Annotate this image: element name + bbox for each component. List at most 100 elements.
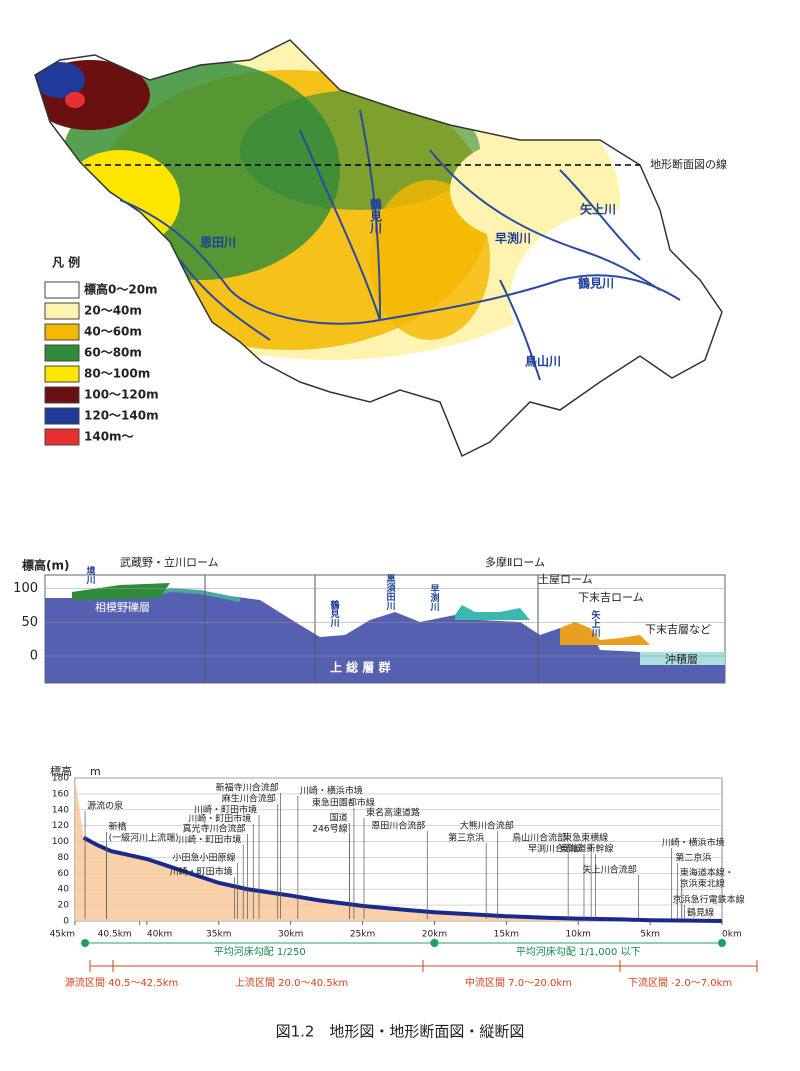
annotation-label: 新福寺川合流部 (216, 782, 279, 794)
annotation-label: (一級河川上流端) (109, 832, 179, 844)
annotation-label: 第三京浜 (448, 832, 484, 844)
gradient-point (718, 939, 726, 947)
section-line-label: 地形断面図の線 (650, 157, 727, 171)
cross-section (44, 574, 726, 684)
y-tick-label: 60 (58, 869, 70, 879)
section-range-label: 上流区間 20.0～40.5km (235, 976, 348, 989)
section-label: 下末吉ローム (578, 590, 644, 604)
annotation-label: 第二京浜 (675, 852, 711, 864)
section-label: 土屋ローム (538, 573, 593, 586)
annotation-label: 鳥山川合流部 (512, 832, 566, 844)
annotation-label: 東海道新幹線 (559, 843, 613, 855)
legend-swatch (44, 386, 80, 404)
gradient-label: 平均河床勾配 1/1,000 以下 (516, 945, 641, 958)
river-label: 矢上川 (580, 202, 616, 217)
x-tick-label: 45km (50, 930, 75, 940)
y-tick-label: 180 (52, 774, 69, 784)
river-label: 鳥山川 (525, 354, 561, 369)
annotation-label: 川崎・町田市境 (194, 804, 257, 816)
y-tick-label: 100 (52, 837, 69, 847)
annotation-label: 新橋 (109, 821, 127, 833)
legend-label: 140m～ (84, 430, 134, 444)
section-label: 黒須田川 (385, 574, 397, 611)
x-tick-label: 0km (722, 930, 742, 940)
section-label: 相模野礫層 (95, 600, 150, 614)
section-label: 境川 (85, 565, 97, 585)
axis-label: 標高(m) (22, 558, 69, 573)
annotation-label: 矢上川合流部 (583, 864, 637, 876)
x-tick-label: 30km (278, 930, 303, 940)
legend-swatch (44, 281, 80, 299)
legend-label: 標高0～20m (84, 282, 158, 297)
annotation-label: 京浜東北線 (680, 878, 725, 890)
gradient-point (430, 939, 439, 947)
annotation-label: 川崎・町田市境 (188, 813, 251, 825)
x-tick-label: 40km (147, 930, 172, 940)
annotation-label: 大熊川合流部 (460, 820, 514, 832)
riverbed-line (82, 835, 723, 923)
legend-swatch (44, 365, 80, 383)
annotation-label: 川崎・横浜市境 (300, 785, 363, 797)
y-tick-label: 50 (21, 615, 38, 630)
section-label: 沖積層 (665, 652, 698, 666)
annotation-label: 恩田川合流部 (371, 820, 425, 832)
section-label: 矢上川 (590, 609, 602, 638)
section-label: 多摩Ⅱローム (485, 555, 545, 569)
river-label: 早渕川 (495, 231, 531, 246)
axis-unit: m (90, 765, 101, 778)
annotation-label: 川崎・町田市境 (170, 866, 233, 878)
legend-label: 80～100m (84, 367, 150, 381)
caption: 図1.2 地形図・地形断面図・縦断図 (276, 1023, 525, 1041)
y-tick-label: 100 (13, 581, 38, 596)
annotation-label: 鶴見線 (687, 907, 714, 919)
annotation-label: 川崎・横浜市境 (662, 837, 725, 849)
annotation-label: 国道 (330, 812, 348, 824)
x-tick-label: 10km (566, 930, 591, 940)
profile-chart: 0 20 40 60 80 100 120 140 160 180 45km 40.5km 40km 35… (50, 774, 745, 959)
y-tick-label: 40 (58, 885, 70, 895)
section-range-label: 源流区間 40.5～42.5km (65, 976, 178, 989)
x-tick-label: 15km (494, 930, 519, 940)
x-tick-label: 5km (640, 930, 660, 940)
annotation-label: 早渕川合流部 (528, 843, 582, 855)
section-label: 武蔵野・立川ローム (120, 555, 219, 569)
annotation-label: 東急東横線 (563, 832, 608, 844)
x-tick-label: 20km (422, 930, 447, 940)
section-range-label: 下流区間 -2.0～7.0km (628, 976, 732, 989)
y-tick-label: 0 (30, 649, 38, 664)
section-label: 下末吉層など (645, 622, 711, 636)
legend-label: 100～120m (84, 388, 159, 402)
annotation-label: 東急田園都市線 (312, 797, 375, 809)
section-label: 鶴見川 (329, 599, 341, 628)
gradient-point (81, 939, 90, 947)
y-tick-label: 140 (52, 805, 69, 815)
x-tick-label: 25km (350, 930, 375, 940)
legend-swatch (44, 302, 80, 320)
annotation-label: 真光寺川合流部 (183, 823, 246, 835)
annotation-label: 東海道本線・ (680, 867, 734, 879)
annotation-label: 京浜急行電鉄本線 (673, 894, 745, 906)
section-label: 上 総 層 群 (330, 660, 391, 675)
annotation-label: 東名高速道路 (366, 807, 420, 819)
legend-label: 20～40m (84, 304, 142, 318)
legend-title: 凡 例 (52, 255, 80, 270)
legend: 標高0～20m 20～40m 40～60m 60～80m 80～100m 100～120m… (44, 281, 159, 446)
legend-label: 60～80m (84, 346, 142, 360)
annotation-label: 小田急小田原線 (172, 852, 235, 864)
annotation-label: 麻生川合流部 (222, 793, 276, 805)
gradient-label: 平均河床勾配 1/250 (214, 945, 306, 958)
legend-swatch (44, 323, 80, 341)
annotation-label: 246号線 (312, 823, 347, 835)
y-tick-label: 80 (58, 853, 70, 863)
y-tick-label: 120 (52, 821, 69, 831)
y-tick-label: 0 (63, 917, 69, 927)
legend-label: 120～140m (84, 409, 159, 423)
legend-swatch (44, 344, 80, 362)
legend-swatch (44, 428, 80, 446)
river-label: 鶴見川 (369, 197, 383, 234)
axis-label: 標高 (50, 764, 72, 778)
river-label: 恩田川 (200, 235, 236, 250)
x-tick-label: 40.5km (98, 930, 132, 940)
river-label: 鶴見川 (578, 276, 614, 291)
